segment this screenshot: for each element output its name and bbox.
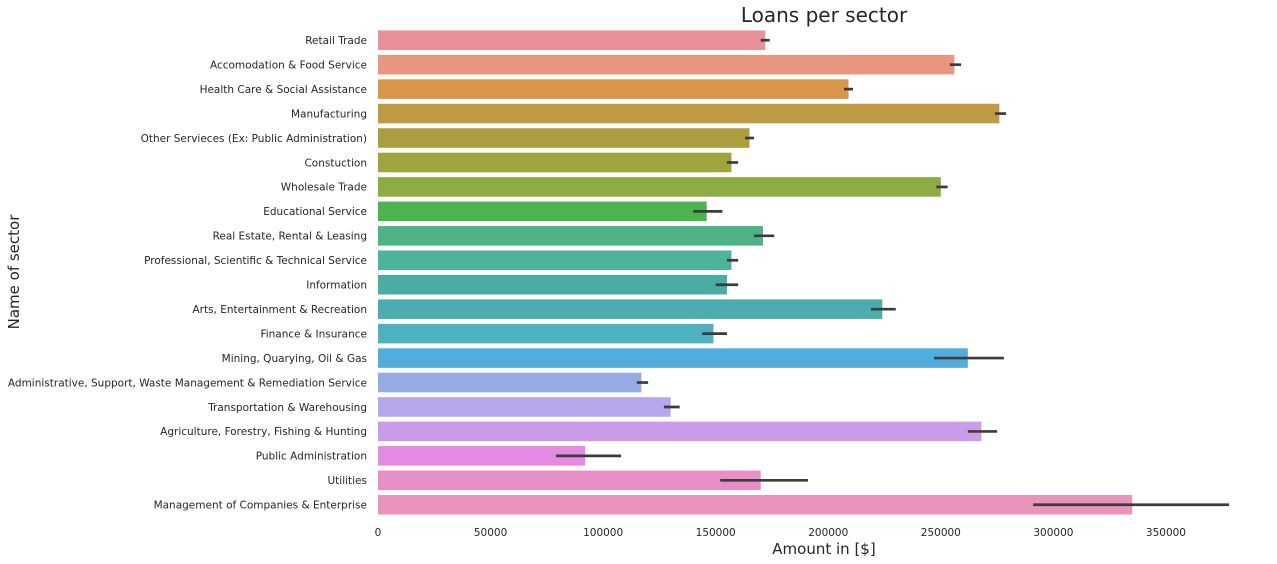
category-label: Public Administration [256,451,367,463]
bar [378,274,727,295]
category-label: Arts, Entertainment & Recreation [192,304,367,316]
category-label: Accomodation & Food Service [210,59,367,71]
error-bars-group [555,38,1229,507]
bar [378,470,761,491]
bar [378,446,586,466]
bar [378,177,941,197]
x-tick-label: 50000 [474,527,507,539]
x-axis-title: Amount in [$] [772,540,875,558]
category-label: Management of Companies & Enterprise [154,500,367,512]
bar [378,201,707,222]
x-tick-labels: 0 50000 100000 150000 200000 250000 300000 3500… [375,527,1186,539]
bar [378,250,732,271]
bar [378,30,766,51]
category-label: Professional, Scientific & Technical Ser… [144,255,367,267]
category-labels: Retail Trade Accomodation & Food Service H… [8,35,367,512]
category-label: Manufacturing [291,108,367,120]
category-label: Mining, Quarying, Oil & Gas [222,353,367,365]
category-label: Wholesale Trade [281,182,367,194]
category-label: Agriculture, Forestry, Fishing & Hunting [160,426,367,438]
x-tick-label: 350000 [1146,527,1186,539]
bar [378,348,968,368]
bar [378,128,750,148]
bar [378,299,883,319]
chart-title: Loans per sector [741,3,908,27]
category-label: Utilities [327,475,367,487]
category-label: Real Estate, Rental & Leasing [213,231,367,243]
x-tick-label: 250000 [921,527,961,539]
bar [378,323,714,344]
bar [378,397,671,417]
bar [378,79,849,99]
bar [378,421,982,442]
x-tick-label: 100000 [583,527,623,539]
x-tick-label: 200000 [808,527,848,539]
category-label: Transportation & Warehousing [207,402,367,414]
bar [378,152,732,173]
y-axis-title: Name of sector [5,214,23,330]
bar [378,372,642,393]
bars-group [378,30,1133,515]
bar [378,103,1000,124]
category-label: Retail Trade [305,35,367,47]
bar [378,494,1133,515]
category-label: Educational Service [263,206,367,218]
x-tick-label: 150000 [696,527,736,539]
category-label: Constuction [304,157,367,169]
category-label: Information [306,280,367,292]
x-tick-label: 300000 [1033,527,1073,539]
category-label: Administrative, Support, Waste Managemen… [8,377,367,389]
bar [378,54,955,75]
bar [378,226,763,246]
category-label: Finance & Insurance [260,328,367,340]
category-label: Health Care & Social Assistance [200,84,367,96]
x-tick-label: 0 [375,527,382,539]
category-label: Other Servieces (Ex: Public Administrati… [141,133,367,145]
